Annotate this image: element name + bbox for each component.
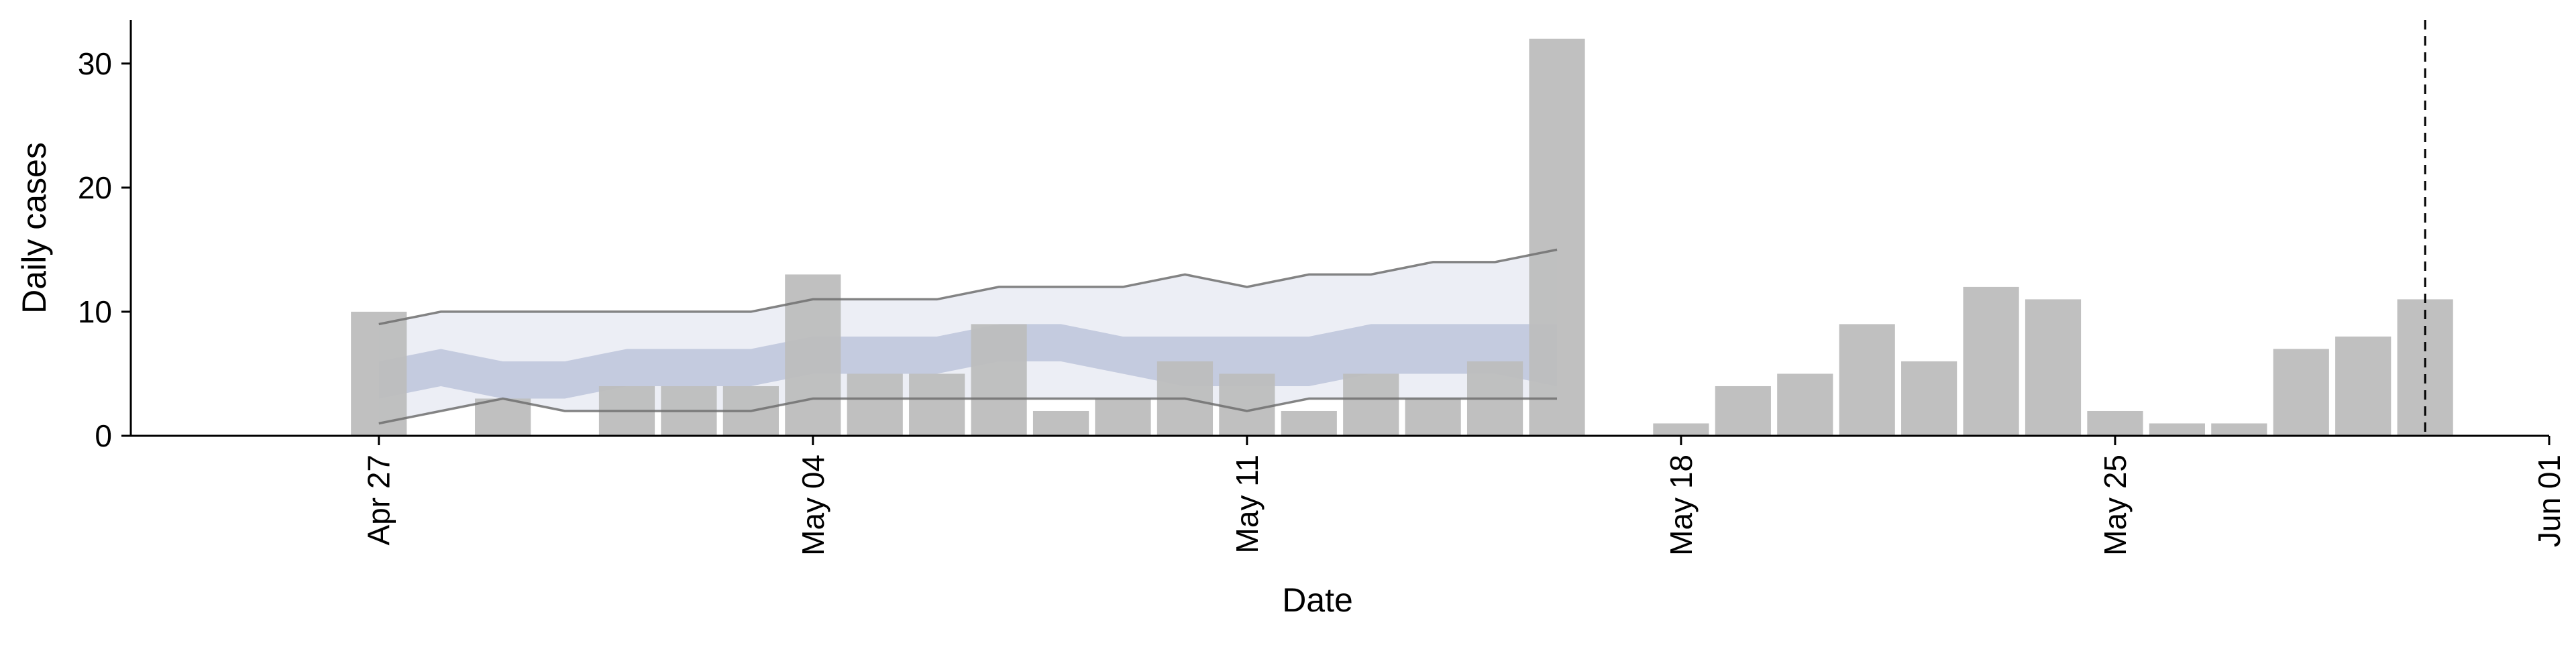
bar-2020-05-16: [1529, 38, 1585, 436]
bar-2020-05-04: [785, 274, 841, 436]
bar-2020-05-19: [1715, 386, 1771, 436]
bar-2020-05-29: [2335, 336, 2392, 436]
bar-2020-05-06: [909, 373, 965, 436]
bar-2020-05-20: [1777, 373, 1833, 436]
bar-2020-05-18: [1653, 423, 1709, 436]
bar-2020-05-23: [1963, 286, 2019, 436]
bar-2020-05-28: [2273, 349, 2329, 436]
band-lines-group: [378, 20, 2426, 436]
axes-group: 0 10 20 30 Apr 27 May 04 May 11 May 18 May 25 Jun…: [78, 20, 2567, 556]
y-tick-label-30: 30: [78, 46, 112, 81]
bar-2020-05-07: [971, 324, 1027, 436]
bar-2020-05-21: [1839, 324, 1895, 436]
x-tick-label-4: May 25: [2098, 455, 2133, 556]
bar-2020-05-05: [847, 373, 903, 436]
x-axis-title: Date: [1282, 581, 1353, 619]
y-tick-label-20: 20: [78, 170, 112, 205]
x-tick-label-0: Apr 27: [362, 455, 396, 546]
bar-2020-05-27: [2211, 423, 2267, 436]
bar-2020-05-24: [2025, 299, 2082, 436]
bar-2020-05-11: [1219, 373, 1275, 436]
bar-2020-05-14: [1405, 398, 1461, 436]
y-tick-label-0: 0: [95, 418, 112, 453]
bar-2020-05-12: [1281, 410, 1337, 436]
bar-2020-05-08: [1032, 410, 1089, 436]
x-tick-label-2: May 11: [1230, 455, 1265, 553]
bar-2020-05-13: [1343, 373, 1399, 436]
bar-2020-05-25: [2087, 410, 2143, 436]
x-tick-label-5: Jun 01: [2532, 455, 2567, 547]
bar-2020-05-26: [2149, 423, 2205, 436]
x-tick-label-1: May 04: [796, 455, 830, 556]
x-tick-label-3: May 18: [1664, 455, 1699, 556]
lower-bound-line: [378, 397, 1558, 425]
y-tick-label-10: 10: [78, 294, 112, 329]
bar-2020-05-09: [1095, 398, 1151, 436]
bar-2020-04-29: [475, 398, 531, 436]
y-axis-title: Daily cases: [15, 142, 53, 314]
bar-2020-05-22: [1901, 361, 1957, 436]
bar-2020-04-27: [351, 311, 407, 436]
upper-bound-line: [378, 248, 1558, 326]
